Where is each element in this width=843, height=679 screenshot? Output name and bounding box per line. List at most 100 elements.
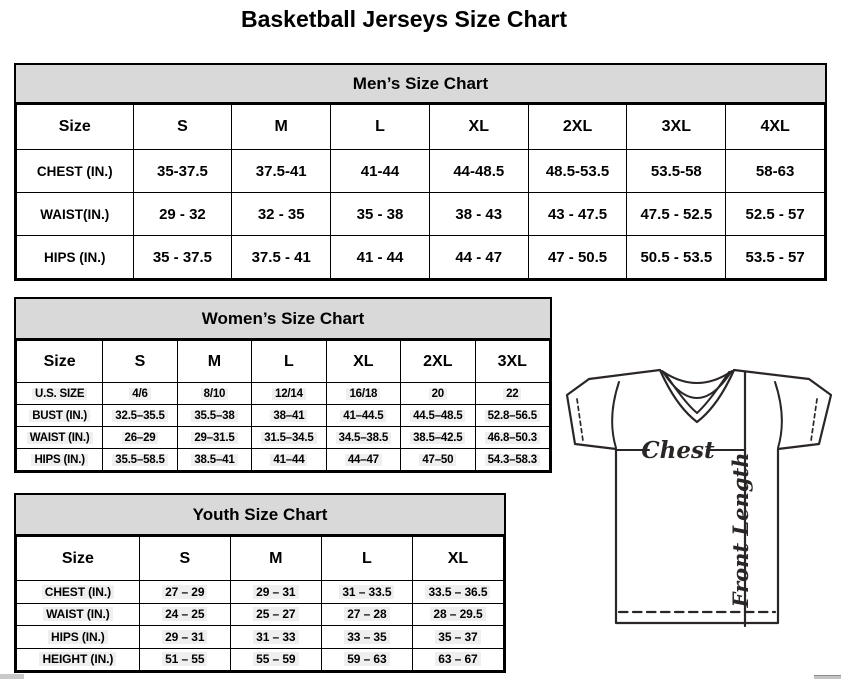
mens-size-chart: Men’s Size Chart Size S M L XL 2XL 3XL 4XL CHEST… (14, 63, 827, 281)
value-cell: 22 (474, 382, 551, 405)
value-cell: 51 – 55 (138, 647, 231, 671)
cell-value: 59 – 63 (344, 652, 390, 667)
row-label-text: HIPS (IN.) (44, 249, 106, 265)
value-cell: 41-44 (330, 149, 430, 193)
value-cell: 41–44 (251, 448, 327, 471)
value-cell: 12/14 (251, 382, 327, 405)
column-header: L (320, 536, 413, 581)
row-label-cell: HEIGHT (IN.) (16, 647, 140, 671)
row-label-cell: U.S. SIZE (15, 382, 104, 405)
cell-value: 44 - 47 (455, 248, 503, 266)
cell-value: 38.5–42.5 (410, 431, 466, 444)
table-row: BUST (IN.) 32.5–35.5 35.5–38 38–41 41–44.5 44… (15, 404, 551, 427)
cell-value: 63 – 67 (435, 652, 481, 667)
cell-value: 47–50 (419, 453, 457, 466)
youth-size-chart: Youth Size Chart Size S M L XL CHEST (IN.) 27 … (14, 493, 506, 673)
row-label-cell: CHEST (IN.) (16, 149, 134, 193)
cell-value: 32 - 35 (257, 205, 305, 223)
cell-value: 27 – 29 (162, 584, 208, 599)
scrollbar-thumb-left[interactable] (0, 674, 24, 679)
cell-value: 47.5 - 52.5 (640, 205, 713, 223)
cell-value: 52.5 - 57 (745, 205, 805, 223)
value-cell: 46.8–50.3 (474, 426, 551, 449)
row-label-text: BUST (IN.) (29, 409, 91, 422)
value-cell: 44 - 47 (428, 235, 529, 279)
row-label-cell: CHEST (IN.) (16, 580, 140, 604)
sleeve-dash-right (810, 398, 818, 442)
cell-value: 29 – 31 (253, 584, 299, 599)
armhole-seam-right (774, 381, 783, 449)
table-row: WAIST (IN.) 24 – 25 25 – 27 27 – 28 28 – 29.… (16, 602, 505, 626)
cell-value: 31 – 33.5 (339, 584, 395, 599)
cell-value: 32.5–35.5 (112, 409, 168, 422)
cell-value: 48.5-53.5 (545, 162, 610, 180)
sleeve-dash-left (576, 398, 584, 442)
value-cell: 20 (400, 382, 476, 405)
value-cell: 4/6 (102, 382, 178, 405)
cell-value: 41-44 (360, 162, 400, 180)
value-cell: 32 - 35 (231, 192, 332, 236)
front-length-label: Front Length (728, 453, 753, 609)
cell-value: 4/6 (129, 387, 151, 400)
cell-value: 50.5 - 53.5 (640, 248, 713, 266)
value-cell: 41 - 44 (330, 235, 430, 279)
cell-value: 34.5–38.5 (335, 431, 392, 444)
row-label-text: CHEST (IN.) (36, 163, 113, 179)
column-header: S (138, 536, 231, 581)
value-cell: 33.5 – 36.5 (411, 580, 505, 604)
value-cell: 16/18 (325, 382, 402, 405)
cell-value: 41–44 (270, 453, 308, 466)
cell-value: 38 - 43 (455, 205, 503, 223)
size-header-row: Size S M L XL 2XL 3XL 4XL (16, 104, 825, 150)
row-label-cell: WAIST (IN.) (15, 426, 104, 449)
value-cell: 31 – 33.5 (320, 580, 413, 604)
table-row: WAIST (IN.) 26–29 29–31.5 31.5–34.5 34.5–38.… (15, 426, 551, 449)
row-label-cell: BUST (IN.) (15, 404, 104, 427)
value-cell: 44–47 (325, 448, 402, 471)
value-cell: 44.5–48.5 (400, 404, 476, 427)
womens-chart-title: Women’s Size Chart (16, 299, 550, 340)
size-header-row: Size S M L XL 2XL 3XL (15, 340, 551, 383)
value-cell: 52.5 - 57 (725, 192, 825, 236)
cell-value: 37.5-41 (255, 162, 307, 180)
value-cell: 34.5–38.5 (325, 426, 402, 449)
row-label-cell: WAIST(IN.) (16, 192, 134, 236)
cell-value: 46.8–50.3 (484, 431, 540, 444)
table-row: CHEST (IN.) 27 – 29 29 – 31 31 – 33.5 33.5 –… (16, 580, 505, 604)
table-row: CHEST (IN.) 35-37.5 37.5-41 41-44 44-48.5 48.… (16, 149, 825, 193)
womens-size-chart: Women’s Size Chart Size S M L XL 2XL 3XL U.S. S… (14, 297, 552, 473)
value-cell: 55 – 59 (229, 647, 322, 671)
cell-value: 51 – 55 (162, 652, 208, 667)
cell-value: 41–44.5 (340, 409, 387, 422)
column-header: Size (15, 340, 104, 383)
value-cell: 32.5–35.5 (102, 404, 178, 427)
table-row: HIPS (IN.) 29 – 31 31 – 33 33 – 35 35 – 37 (16, 625, 505, 649)
value-cell: 35-37.5 (132, 149, 233, 193)
column-header: L (251, 340, 327, 383)
cell-value: 53.5 - 57 (745, 248, 805, 266)
cell-value: 35 – 37 (435, 629, 481, 644)
cell-value: 22 (503, 387, 522, 400)
value-cell: 47–50 (400, 448, 476, 471)
value-cell: 8/10 (176, 382, 253, 405)
table-row: HIPS (IN.) 35.5–58.5 38.5–41 41–44 44–47 47–5… (15, 448, 551, 471)
value-cell: 38.5–41 (176, 448, 253, 471)
column-header: 4XL (725, 104, 825, 150)
value-cell: 48.5-53.5 (527, 149, 628, 193)
column-header: M (229, 536, 322, 581)
column-header: 2XL (400, 340, 476, 383)
value-cell: 35 – 37 (411, 625, 505, 649)
value-cell: 43 - 47.5 (527, 192, 628, 236)
table-row: HIPS (IN.) 35 - 37.5 37.5 - 41 41 - 44 44 - … (16, 235, 825, 279)
table-row: HEIGHT (IN.) 51 – 55 55 – 59 59 – 63 63 – 67 (16, 647, 505, 671)
cell-value: 33 – 35 (344, 629, 390, 644)
row-label-text: CHEST (IN.) (41, 584, 114, 599)
scrollbar-fragment-right[interactable] (814, 675, 841, 679)
cell-value: 47 - 50.5 (547, 248, 608, 266)
value-cell: 38–41 (251, 404, 327, 427)
column-header: S (102, 340, 178, 383)
cell-value: 29 - 32 (159, 205, 206, 223)
value-cell: 59 – 63 (320, 647, 413, 671)
row-label-text: WAIST (IN.) (26, 431, 93, 444)
row-label-text: WAIST (IN.) (43, 607, 113, 622)
